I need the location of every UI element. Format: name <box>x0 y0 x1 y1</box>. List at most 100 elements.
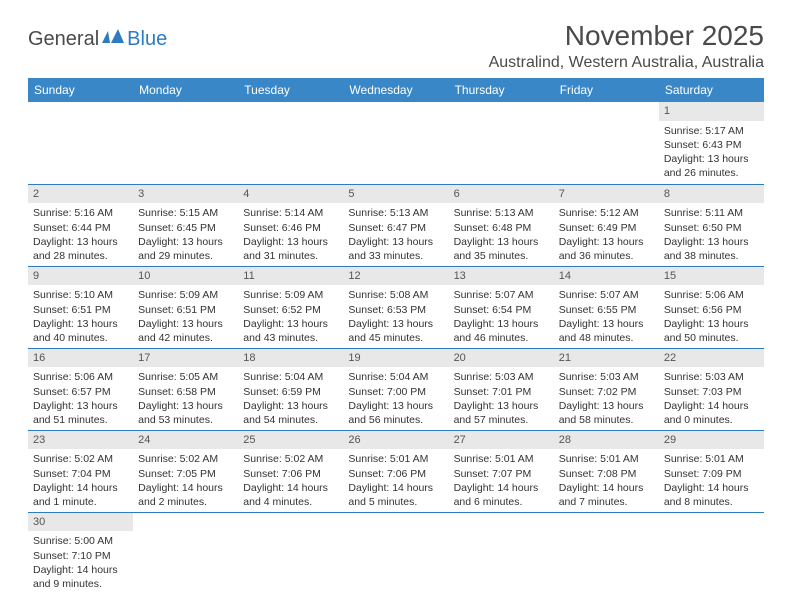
day-wrap: 26Sunrise: 5:01 AMSunset: 7:06 PMDayligh… <box>343 431 448 512</box>
calendar-cell: 16Sunrise: 5:06 AMSunset: 6:57 PMDayligh… <box>28 348 133 430</box>
calendar-cell-empty <box>449 102 554 184</box>
weekday-header: Friday <box>554 78 659 102</box>
day-line-ss: Sunset: 7:03 PM <box>664 385 759 399</box>
day-line-sr: Sunrise: 5:01 AM <box>454 452 549 466</box>
day-body: Sunrise: 5:15 AMSunset: 6:45 PMDaylight:… <box>133 203 238 265</box>
day-line-dl1: Daylight: 13 hours <box>559 235 654 249</box>
day-line-ss: Sunset: 7:00 PM <box>348 385 443 399</box>
calendar-row: 1Sunrise: 5:17 AMSunset: 6:43 PMDaylight… <box>28 102 764 184</box>
day-number: 27 <box>449 431 554 450</box>
day-line-sr: Sunrise: 5:07 AM <box>559 288 654 302</box>
day-line-ss: Sunset: 7:06 PM <box>243 467 338 481</box>
day-line-dl1: Daylight: 14 hours <box>664 481 759 495</box>
day-line-dl2: and 45 minutes. <box>348 331 443 345</box>
day-number: 3 <box>133 185 238 204</box>
calendar-cell-empty <box>343 102 448 184</box>
day-body: Sunrise: 5:01 AMSunset: 7:06 PMDaylight:… <box>343 449 448 511</box>
day-line-dl1: Daylight: 13 hours <box>348 235 443 249</box>
day-number: 21 <box>554 349 659 368</box>
day-line-sr: Sunrise: 5:14 AM <box>243 206 338 220</box>
day-wrap: 28Sunrise: 5:01 AMSunset: 7:08 PMDayligh… <box>554 431 659 512</box>
day-body: Sunrise: 5:01 AMSunset: 7:09 PMDaylight:… <box>659 449 764 511</box>
day-line-ss: Sunset: 6:56 PM <box>664 303 759 317</box>
day-line-ss: Sunset: 6:50 PM <box>664 221 759 235</box>
day-number: 14 <box>554 267 659 286</box>
day-line-sr: Sunrise: 5:06 AM <box>664 288 759 302</box>
day-line-sr: Sunrise: 5:12 AM <box>559 206 654 220</box>
day-line-dl2: and 50 minutes. <box>664 331 759 345</box>
day-body: Sunrise: 5:14 AMSunset: 6:46 PMDaylight:… <box>238 203 343 265</box>
day-wrap: 21Sunrise: 5:03 AMSunset: 7:02 PMDayligh… <box>554 349 659 430</box>
calendar-cell: 3Sunrise: 5:15 AMSunset: 6:45 PMDaylight… <box>133 184 238 266</box>
day-line-sr: Sunrise: 5:00 AM <box>33 534 128 548</box>
day-line-sr: Sunrise: 5:11 AM <box>664 206 759 220</box>
day-body: Sunrise: 5:07 AMSunset: 6:54 PMDaylight:… <box>449 285 554 347</box>
day-line-dl2: and 42 minutes. <box>138 331 233 345</box>
day-wrap: 14Sunrise: 5:07 AMSunset: 6:55 PMDayligh… <box>554 267 659 348</box>
day-line-ss: Sunset: 7:08 PM <box>559 467 654 481</box>
calendar-cell-empty <box>238 512 343 594</box>
day-wrap: 25Sunrise: 5:02 AMSunset: 7:06 PMDayligh… <box>238 431 343 512</box>
day-line-ss: Sunset: 6:48 PM <box>454 221 549 235</box>
flag-icon <box>102 29 124 50</box>
day-body: Sunrise: 5:05 AMSunset: 6:58 PMDaylight:… <box>133 367 238 429</box>
day-wrap: 17Sunrise: 5:05 AMSunset: 6:58 PMDayligh… <box>133 349 238 430</box>
day-line-dl1: Daylight: 13 hours <box>33 399 128 413</box>
day-line-dl1: Daylight: 14 hours <box>348 481 443 495</box>
day-line-sr: Sunrise: 5:03 AM <box>664 370 759 384</box>
day-body: Sunrise: 5:06 AMSunset: 6:56 PMDaylight:… <box>659 285 764 347</box>
day-line-dl2: and 40 minutes. <box>33 331 128 345</box>
day-line-ss: Sunset: 6:59 PM <box>243 385 338 399</box>
day-body: Sunrise: 5:04 AMSunset: 6:59 PMDaylight:… <box>238 367 343 429</box>
day-line-sr: Sunrise: 5:04 AM <box>243 370 338 384</box>
day-line-dl1: Daylight: 13 hours <box>243 399 338 413</box>
day-body: Sunrise: 5:03 AMSunset: 7:02 PMDaylight:… <box>554 367 659 429</box>
calendar-cell-empty <box>133 102 238 184</box>
day-line-ss: Sunset: 6:55 PM <box>559 303 654 317</box>
day-number: 24 <box>133 431 238 450</box>
calendar-cell: 2Sunrise: 5:16 AMSunset: 6:44 PMDaylight… <box>28 184 133 266</box>
calendar-cell: 18Sunrise: 5:04 AMSunset: 6:59 PMDayligh… <box>238 348 343 430</box>
calendar-cell-empty <box>554 512 659 594</box>
day-number: 10 <box>133 267 238 286</box>
calendar-cell: 28Sunrise: 5:01 AMSunset: 7:08 PMDayligh… <box>554 430 659 512</box>
day-line-ss: Sunset: 6:43 PM <box>664 138 759 152</box>
day-body: Sunrise: 5:08 AMSunset: 6:53 PMDaylight:… <box>343 285 448 347</box>
day-line-dl1: Daylight: 13 hours <box>243 317 338 331</box>
calendar-row: 30Sunrise: 5:00 AMSunset: 7:10 PMDayligh… <box>28 512 764 594</box>
day-number: 13 <box>449 267 554 286</box>
day-number: 1 <box>659 102 764 121</box>
day-line-sr: Sunrise: 5:10 AM <box>33 288 128 302</box>
day-wrap: 10Sunrise: 5:09 AMSunset: 6:51 PMDayligh… <box>133 267 238 348</box>
day-line-dl1: Daylight: 13 hours <box>348 399 443 413</box>
day-number: 23 <box>28 431 133 450</box>
day-line-sr: Sunrise: 5:09 AM <box>243 288 338 302</box>
calendar-cell-empty <box>554 102 659 184</box>
day-body: Sunrise: 5:16 AMSunset: 6:44 PMDaylight:… <box>28 203 133 265</box>
day-line-ss: Sunset: 6:46 PM <box>243 221 338 235</box>
day-wrap: 3Sunrise: 5:15 AMSunset: 6:45 PMDaylight… <box>133 185 238 266</box>
day-wrap: 13Sunrise: 5:07 AMSunset: 6:54 PMDayligh… <box>449 267 554 348</box>
calendar-cell: 19Sunrise: 5:04 AMSunset: 7:00 PMDayligh… <box>343 348 448 430</box>
day-number: 19 <box>343 349 448 368</box>
day-wrap: 18Sunrise: 5:04 AMSunset: 6:59 PMDayligh… <box>238 349 343 430</box>
day-body: Sunrise: 5:01 AMSunset: 7:07 PMDaylight:… <box>449 449 554 511</box>
day-line-dl2: and 43 minutes. <box>243 331 338 345</box>
day-wrap: 29Sunrise: 5:01 AMSunset: 7:09 PMDayligh… <box>659 431 764 512</box>
calendar-cell: 10Sunrise: 5:09 AMSunset: 6:51 PMDayligh… <box>133 266 238 348</box>
calendar-cell: 7Sunrise: 5:12 AMSunset: 6:49 PMDaylight… <box>554 184 659 266</box>
day-line-dl1: Daylight: 13 hours <box>559 399 654 413</box>
day-line-dl1: Daylight: 14 hours <box>138 481 233 495</box>
day-line-ss: Sunset: 7:05 PM <box>138 467 233 481</box>
day-wrap: 7Sunrise: 5:12 AMSunset: 6:49 PMDaylight… <box>554 185 659 266</box>
day-wrap: 20Sunrise: 5:03 AMSunset: 7:01 PMDayligh… <box>449 349 554 430</box>
day-number: 17 <box>133 349 238 368</box>
calendar-cell-empty <box>133 512 238 594</box>
day-body: Sunrise: 5:03 AMSunset: 7:01 PMDaylight:… <box>449 367 554 429</box>
day-line-ss: Sunset: 6:57 PM <box>33 385 128 399</box>
calendar-cell: 24Sunrise: 5:02 AMSunset: 7:05 PMDayligh… <box>133 430 238 512</box>
day-line-dl1: Daylight: 13 hours <box>454 317 549 331</box>
day-line-dl1: Daylight: 14 hours <box>33 563 128 577</box>
day-wrap: 11Sunrise: 5:09 AMSunset: 6:52 PMDayligh… <box>238 267 343 348</box>
day-line-ss: Sunset: 6:54 PM <box>454 303 549 317</box>
